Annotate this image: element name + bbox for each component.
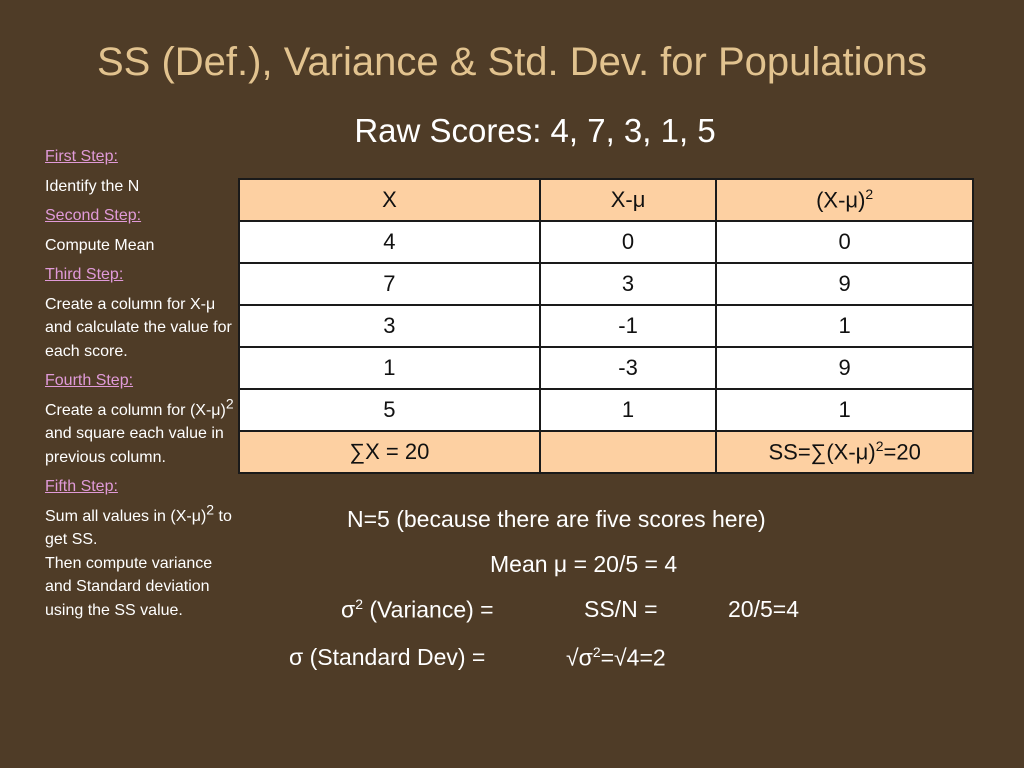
slide-title: SS (Def.), Variance & Std. Dev. for Popu… (97, 40, 927, 84)
total-ss-before: SS=∑(X-μ) (768, 439, 876, 465)
variance-label-rest: (Variance) = (363, 596, 494, 623)
cell-x: 4 (238, 220, 541, 264)
variance-exponent: 2 (355, 596, 363, 612)
cell-squared: 1 (715, 304, 974, 348)
table-total-row: ∑X = 20 SS=∑(X-μ)2=20 (238, 430, 974, 474)
total-empty-cell (538, 430, 718, 474)
step-4-heading[interactable]: Fourth Step: (45, 372, 134, 389)
sd-value-after: =√4=2 (600, 644, 666, 671)
cell-deviation: -3 (538, 346, 718, 390)
total-ss-after: =20 (883, 439, 921, 465)
step-5-text-after: to get SS. (45, 507, 232, 549)
sd-label: σ (Standard Dev) = (289, 644, 486, 670)
total-x: ∑X = 20 (238, 430, 541, 474)
variance-sigma: σ (341, 596, 356, 623)
header-squared-base: (X-μ) (816, 187, 866, 213)
raw-scores-heading: Raw Scores: 4, 7, 3, 1, 5 (354, 112, 716, 149)
cell-x: 1 (238, 346, 541, 390)
cell-squared: 0 (715, 220, 974, 264)
step-5-extra-text: Then compute variance and Standard devia… (45, 554, 213, 619)
sd-value-exponent: 2 (592, 644, 601, 660)
cell-deviation: -1 (538, 304, 718, 348)
cell-squared: 1 (715, 388, 974, 432)
variance-value: 20/5=4 (728, 596, 799, 622)
step-5-text-before: Sum all values in (X-μ) (45, 507, 207, 525)
variance-formula: SS/N = (584, 596, 658, 622)
scores-table: X X-μ (X-μ)2 4 0 0 7 3 9 3 -1 1 1 -3 9 5… (238, 178, 974, 474)
step-5-superscript: 2 (206, 501, 215, 518)
total-ss: SS=∑(X-μ)2=20 (715, 430, 974, 474)
cell-x: 7 (238, 262, 541, 306)
header-x-minus-mu: X-μ (538, 178, 718, 222)
cell-deviation: 1 (538, 388, 718, 432)
step-4-text: Create a column for (X-μ)2 and square ea… (45, 396, 235, 470)
header-x: X (238, 178, 541, 222)
table-row: 5 1 1 (238, 388, 974, 432)
table-row: 1 -3 9 (238, 346, 974, 390)
cell-squared: 9 (715, 262, 974, 306)
mean-line: Mean μ = 20/5 = 4 (490, 551, 678, 577)
cell-x: 3 (238, 304, 541, 348)
step-4-text-after: and square each value in previous column… (45, 425, 224, 466)
step-3-text: Create a column for X-μ and calculate th… (45, 295, 232, 360)
step-1-text: Identify the N (45, 177, 140, 195)
step-4-text-before: Create a column for (X-μ) (45, 401, 226, 419)
total-ss-exponent: 2 (875, 438, 884, 455)
step-2-heading[interactable]: Second Step: (45, 207, 142, 224)
table-header-row: X X-μ (X-μ)2 (238, 178, 974, 222)
step-2-text: Compute Mean (45, 236, 155, 254)
header-squared-exponent: 2 (865, 186, 874, 203)
table-row: 4 0 0 (238, 220, 974, 264)
header-squared-deviation: (X-μ)2 (715, 178, 974, 222)
n-line: N=5 (because there are five scores here) (347, 506, 766, 532)
variance-label: σ2 (Variance) = (341, 596, 494, 624)
table-row: 3 -1 1 (238, 304, 974, 348)
sd-value: √σ2=√4=2 (566, 644, 666, 672)
table-row: 7 3 9 (238, 262, 974, 306)
step-4-superscript: 2 (225, 395, 234, 412)
step-1-heading[interactable]: First Step: (45, 148, 118, 165)
sd-value-before: √σ (566, 644, 593, 671)
step-3-heading[interactable]: Third Step: (45, 266, 124, 283)
cell-squared: 9 (715, 346, 974, 390)
step-5-text: Sum all values in (X-μ)2 to get SS. (45, 502, 235, 552)
steps-panel: First Step: Identify the N Second Step: … (45, 145, 235, 628)
cell-x: 5 (238, 388, 541, 432)
cell-deviation: 3 (538, 262, 718, 306)
cell-deviation: 0 (538, 220, 718, 264)
step-5-heading[interactable]: Fifth Step: (45, 478, 118, 495)
